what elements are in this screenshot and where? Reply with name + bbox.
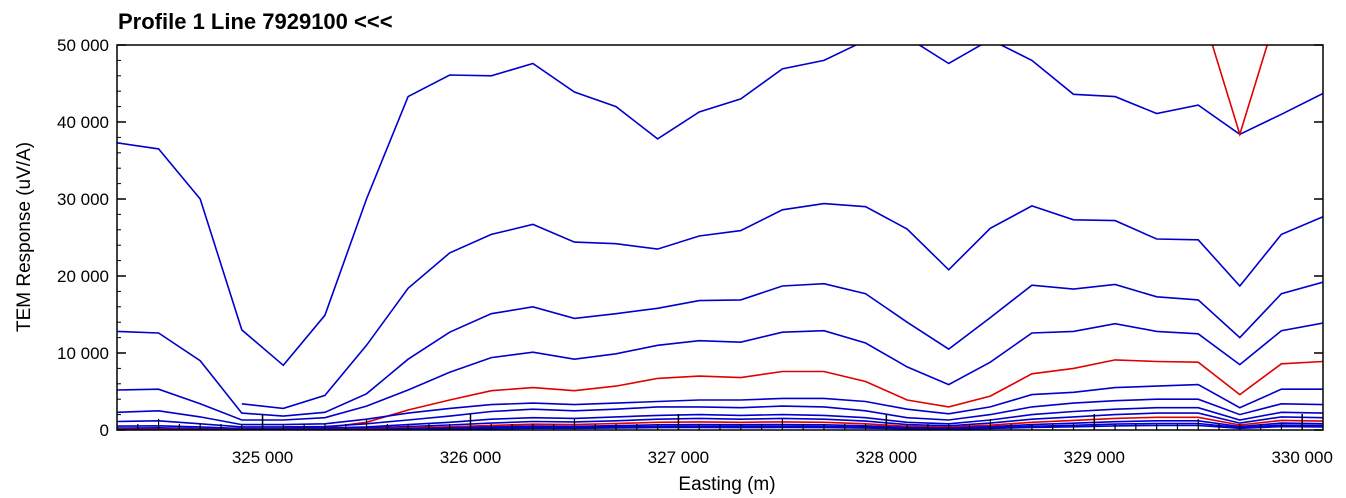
y-axis-label: TEM Response (uV/A) (14, 142, 35, 332)
y-tick-label: 10 000 (57, 344, 109, 363)
x-tick-label: 327 000 (648, 448, 709, 467)
x-axis: 325 000 326 000 327 000 328 000 329 000 330 0… (137, 414, 1333, 467)
y-tick-label: 30 000 (57, 190, 109, 209)
series-line-4 (117, 281, 1323, 417)
plot-frame (116, 44, 1324, 431)
series-line-2 (1211, 45, 1269, 138)
y-tick-label: 20 000 (57, 267, 109, 286)
y-tick-label: 50 000 (57, 36, 109, 55)
series-lines (117, 45, 1323, 430)
chart-title: Profile 1 Line 7929100 <<< (118, 9, 393, 34)
y-tick-label: 0 (100, 421, 109, 440)
series-line-5 (117, 322, 1323, 421)
x-tick-label: 325 000 (232, 448, 293, 467)
series-line-8 (117, 398, 1323, 428)
series-line-1 (117, 45, 1323, 367)
x-axis-label: Easting (m) (678, 474, 775, 495)
series-line-6 (283, 359, 1323, 429)
series-line-3 (241, 202, 1323, 410)
x-tick-label: 330 000 (1271, 448, 1332, 467)
series-line-7 (117, 383, 1323, 426)
series-line-9 (117, 406, 1323, 430)
x-tick-label: 329 000 (1064, 448, 1125, 467)
x-tick-label: 328 000 (856, 448, 917, 467)
x-tick-label: 326 000 (440, 448, 501, 467)
y-axis: 0 10 000 20 000 30 000 40 000 50 000 (57, 36, 1323, 440)
y-tick-label: 40 000 (57, 113, 109, 132)
